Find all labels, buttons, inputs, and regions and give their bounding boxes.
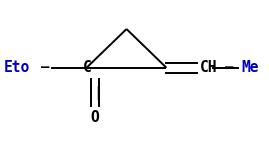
- Text: Me: Me: [242, 60, 259, 75]
- Text: —: —: [41, 60, 49, 74]
- Text: Eto: Eto: [4, 60, 30, 75]
- Text: ||: ||: [86, 86, 103, 100]
- Text: CH: CH: [200, 60, 217, 75]
- Text: —: —: [225, 60, 233, 74]
- Text: C: C: [83, 60, 92, 75]
- Text: O: O: [90, 110, 99, 125]
